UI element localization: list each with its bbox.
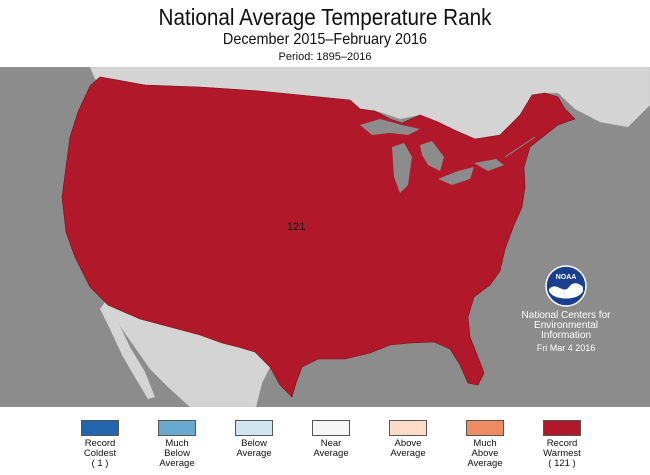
map-canvas — [0, 67, 650, 407]
legend-swatch — [466, 420, 504, 436]
legend: Record Coldest ( 1 ) Much Below Average … — [0, 408, 650, 475]
legend-item-near: Near Average — [291, 420, 371, 459]
legend-item-much-above: Much Above Average — [445, 420, 525, 469]
great-lakes — [360, 119, 504, 193]
header: National Average Temperature Rank Decemb… — [0, 0, 650, 66]
legend-label: Much Above Average — [467, 438, 503, 469]
legend-item-record-warmest: Record Warmest ( 121 ) — [522, 420, 602, 469]
legend-label: Above Average — [390, 438, 426, 459]
map-panel: 121 NOAA National Centers for Environmen… — [0, 67, 650, 407]
legend-label: Much Below Average — [159, 438, 195, 469]
legend-item-below: Below Average — [214, 420, 294, 459]
legend-item-record-coldest: Record Coldest ( 1 ) — [60, 420, 140, 469]
legend-item-above: Above Average — [368, 420, 448, 459]
legend-swatch — [543, 420, 581, 436]
page-subtitle: December 2015–February 2016 — [222, 31, 428, 48]
legend-label: Below Average — [236, 438, 272, 459]
rivers-water — [504, 136, 536, 158]
legend-swatch — [81, 420, 119, 436]
legend-label: Near Average — [313, 438, 349, 459]
legend-swatch — [235, 420, 273, 436]
baja-peninsula — [100, 302, 155, 399]
legend-swatch — [158, 420, 196, 436]
legend-swatch — [389, 420, 427, 436]
conus-region — [61, 76, 576, 398]
ncei-name: National Centers for Environmental Infor… — [521, 310, 611, 341]
noaa-logo: NOAA — [545, 265, 587, 307]
svg-text:NOAA: NOAA — [556, 274, 577, 281]
rank-value-label: 121 — [287, 221, 306, 233]
period-label: Period: 1895–2016 — [278, 51, 372, 63]
legend-item-much-below: Much Below Average — [137, 420, 217, 469]
legend-swatch — [312, 420, 350, 436]
legend-label: Record Warmest ( 121 ) — [543, 438, 581, 469]
ncei-date: Fri Mar 4 2016 — [536, 343, 596, 353]
page-title: National Average Temperature Rank — [158, 4, 492, 30]
legend-label: Record Coldest ( 1 ) — [83, 438, 117, 469]
